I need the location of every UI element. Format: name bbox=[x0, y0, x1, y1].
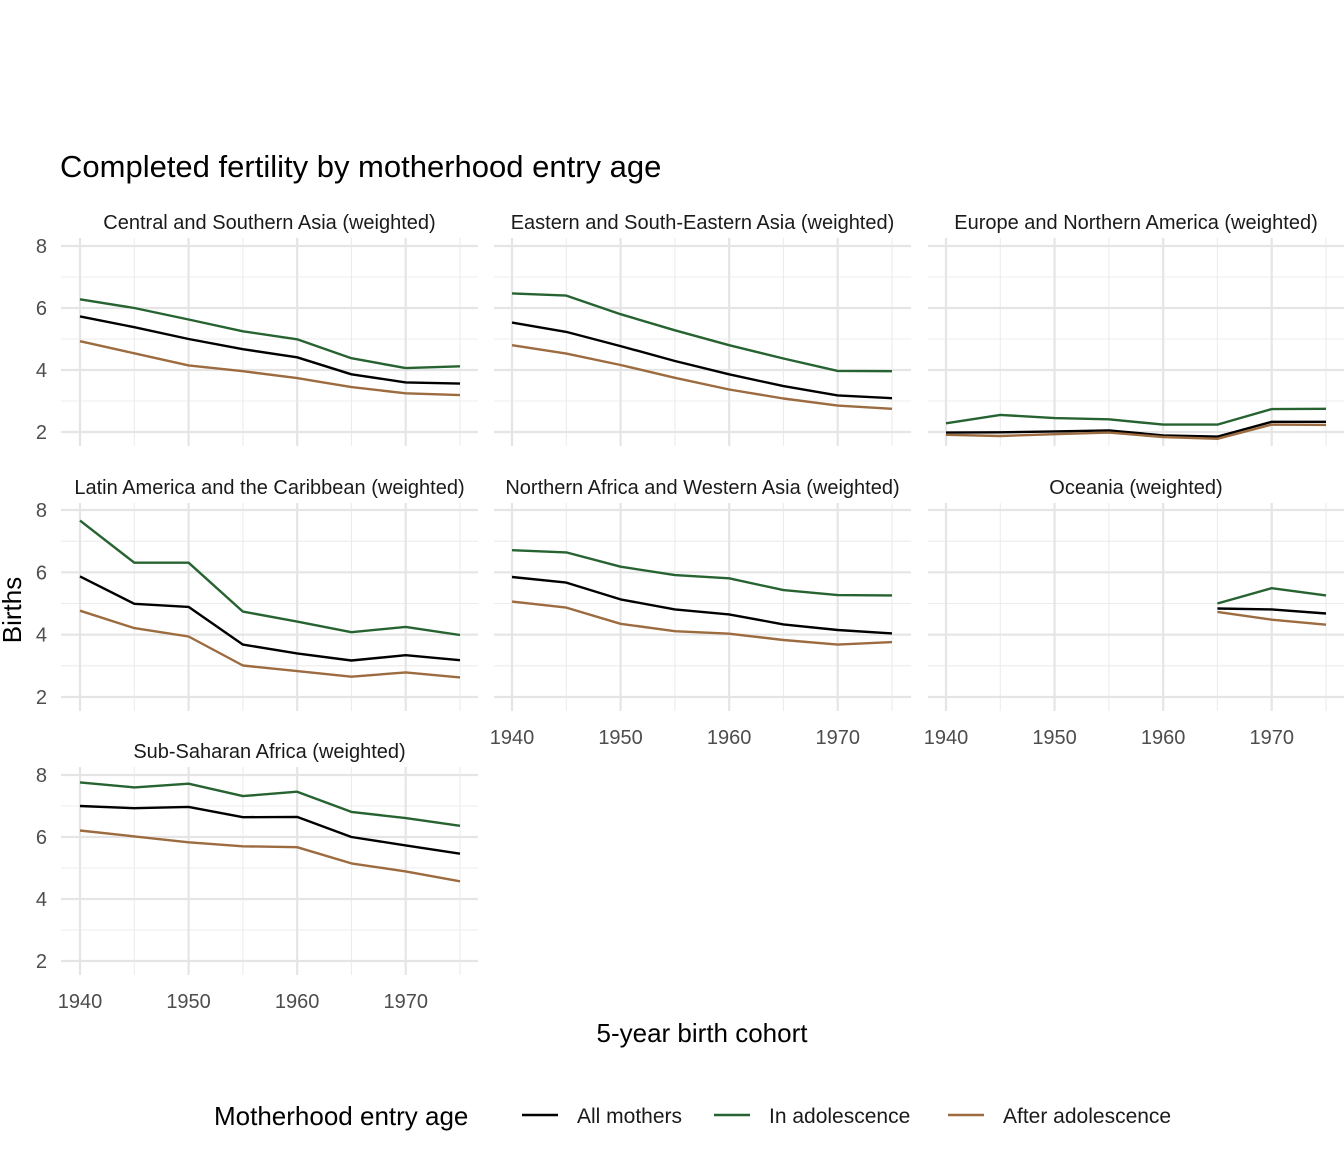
series-line-in-adolescence bbox=[79, 298, 461, 370]
panel: Northern Africa and Western Asia (weight… bbox=[490, 477, 911, 749]
series-line-all-mothers bbox=[79, 575, 461, 662]
legend-item: After adolescence bbox=[948, 1105, 1171, 1128]
x-tick-label: 1940 bbox=[924, 727, 969, 749]
panel-title: Sub-Saharan Africa (weighted) bbox=[133, 741, 405, 763]
x-tick-label: 1970 bbox=[1249, 727, 1294, 749]
x-tick-label: 1960 bbox=[1141, 727, 1186, 749]
panel-title: Northern Africa and Western Asia (weight… bbox=[505, 477, 899, 499]
x-axis-title: 5-year birth cohort bbox=[597, 1018, 809, 1048]
x-tick-label: 1970 bbox=[815, 727, 860, 749]
y-tick-label: 6 bbox=[36, 298, 47, 320]
series-line-after-adolescence bbox=[1217, 610, 1327, 626]
series-line-all-mothers bbox=[945, 420, 1326, 438]
series-line-all-mothers bbox=[79, 315, 461, 385]
series-line-after-adolescence bbox=[511, 600, 893, 646]
series-line-in-adolescence bbox=[79, 781, 461, 827]
legend-label: All mothers bbox=[577, 1105, 682, 1128]
legend-label: After adolescence bbox=[1003, 1105, 1171, 1128]
x-tick-label: 1950 bbox=[166, 991, 211, 1013]
series-line-all-mothers bbox=[511, 575, 893, 635]
series-line-after-adolescence bbox=[511, 344, 893, 410]
legend-title: Motherhood entry age bbox=[214, 1101, 468, 1131]
y-tick-label: 8 bbox=[36, 765, 47, 787]
panel: Eastern and South-Eastern Asia (weighted… bbox=[494, 212, 911, 446]
y-tick-label: 4 bbox=[36, 360, 47, 382]
x-tick-label: 1950 bbox=[598, 727, 643, 749]
y-tick-label: 6 bbox=[36, 562, 47, 584]
panel-title: Central and Southern Asia (weighted) bbox=[103, 212, 435, 234]
y-tick-label: 8 bbox=[36, 236, 47, 258]
x-tick-label: 1950 bbox=[1032, 727, 1077, 749]
y-tick-label: 6 bbox=[36, 827, 47, 849]
x-tick-label: 1940 bbox=[58, 991, 103, 1013]
y-tick-label: 2 bbox=[36, 687, 47, 709]
panel: Oceania (weighted) 1940 1950 1960 1970 bbox=[924, 477, 1344, 749]
panel-title: Latin America and the Caribbean (weighte… bbox=[74, 477, 464, 499]
legend-item: All mothers bbox=[522, 1105, 682, 1128]
x-tick-label: 1960 bbox=[707, 727, 752, 749]
panel-title: Eastern and South-Eastern Asia (weighted… bbox=[511, 212, 895, 234]
y-tick-label: 2 bbox=[36, 951, 47, 973]
series-line-all-mothers bbox=[511, 321, 893, 400]
legend-label: In adolescence bbox=[769, 1105, 910, 1128]
chart-title: Completed fertility by motherhood entry … bbox=[60, 149, 661, 184]
y-tick-label: 2 bbox=[36, 422, 47, 444]
panel: Central and Southern Asia (weighted) 2 4 6 8 bbox=[36, 212, 478, 446]
panels: Central and Southern Asia (weighted) 2 4 6 8… bbox=[36, 212, 1344, 1013]
series-line-after-adolescence bbox=[79, 340, 461, 397]
series-line-after-adolescence bbox=[79, 829, 461, 883]
series-line-in-adolescence bbox=[945, 407, 1327, 426]
series-line-all-mothers bbox=[79, 804, 461, 855]
x-tick-label: 1940 bbox=[490, 727, 535, 749]
series-line-after-adolescence bbox=[945, 423, 1327, 440]
series-line-in-adolescence bbox=[79, 519, 461, 637]
panel: Europe and Northern America (weighted) bbox=[928, 212, 1344, 446]
panel: Latin America and the Caribbean (weighte… bbox=[36, 477, 478, 711]
panel-title: Europe and Northern America (weighted) bbox=[954, 212, 1318, 234]
legend-item: In adolescence bbox=[714, 1105, 910, 1128]
series-line-in-adolescence bbox=[511, 292, 893, 373]
series-line-all-mothers bbox=[1217, 607, 1327, 615]
y-tick-label: 8 bbox=[36, 500, 47, 522]
series-line-in-adolescence bbox=[1217, 587, 1327, 605]
panel-title: Oceania (weighted) bbox=[1049, 477, 1222, 499]
legend: Motherhood entry age All mothers In adole… bbox=[214, 1101, 1171, 1131]
y-tick-label: 4 bbox=[36, 625, 47, 647]
y-axis-title: Births bbox=[0, 577, 27, 643]
x-tick-label: 1970 bbox=[383, 991, 428, 1013]
y-tick-label: 4 bbox=[36, 889, 47, 911]
x-tick-label: 1960 bbox=[275, 991, 320, 1013]
series-line-after-adolescence bbox=[79, 609, 461, 679]
panel: Sub-Saharan Africa (weighted) 2 4 6 8 1940 195… bbox=[36, 741, 478, 1013]
series-line-in-adolescence bbox=[511, 549, 893, 597]
